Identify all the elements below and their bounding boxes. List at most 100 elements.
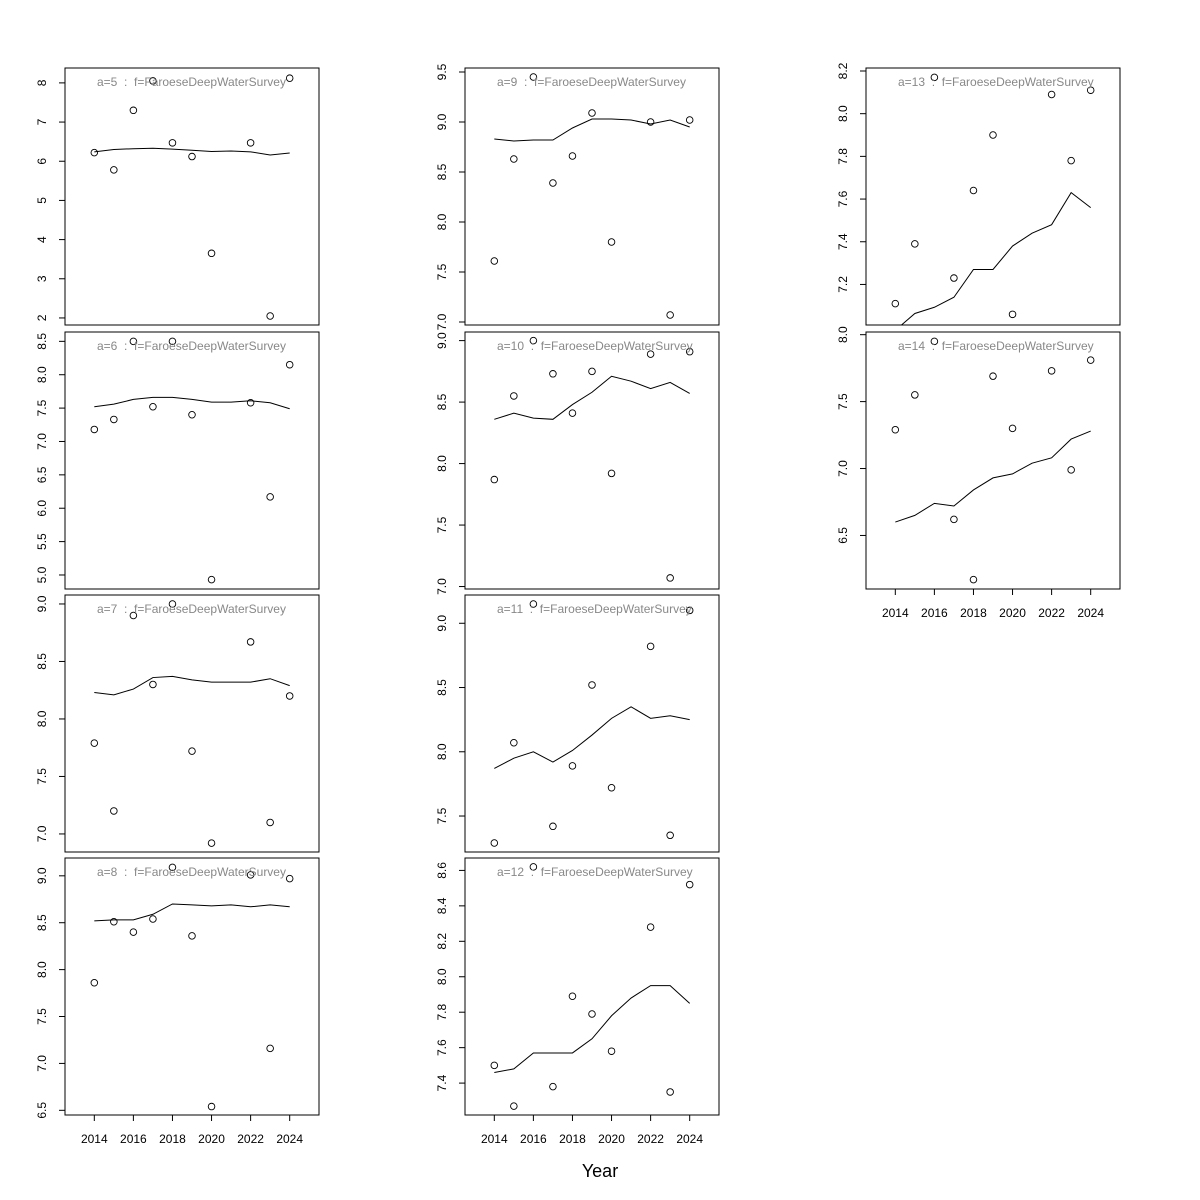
data-point — [1047, 90, 1056, 99]
y-tick-label: 8.0 — [35, 961, 49, 978]
x-tick-label: 2018 — [559, 1132, 586, 1146]
data-point — [685, 880, 694, 889]
data-point — [129, 337, 138, 346]
data-point — [246, 871, 255, 879]
data-point — [266, 818, 274, 827]
data-point — [266, 1044, 274, 1053]
y-tick-label: 7.6 — [836, 190, 850, 207]
x-tick-label: 2024 — [276, 1132, 303, 1146]
y-tick-label: 7.5 — [35, 768, 49, 785]
fit-line — [494, 375, 690, 420]
x-tick-label: 2016 — [520, 1132, 547, 1146]
y-tick-label: 8.5 — [435, 393, 449, 410]
y-tick-label: 8.5 — [35, 653, 49, 670]
panel-title: a=7 : f=FaroeseDeepWaterSurvey — [97, 602, 286, 616]
data-point — [207, 839, 216, 847]
y-tick-label: 8.4 — [435, 897, 449, 914]
data-point — [1047, 367, 1056, 375]
y-tick-label: 9.0 — [435, 615, 449, 632]
x-tick-label: 2014 — [481, 1132, 508, 1146]
panel-title: a=8 : f=FaroeseDeepWaterSurvey — [97, 865, 286, 879]
y-tick-label: 7.0 — [435, 578, 449, 595]
data-point — [90, 978, 99, 987]
y-tick-label: 7.5 — [435, 263, 449, 280]
y-tick-label: 2 — [35, 314, 49, 321]
data-point — [285, 874, 294, 883]
y-tick-label: 8.0 — [435, 455, 449, 472]
y-tick-label: 7.4 — [435, 1074, 449, 1091]
plot-area — [494, 118, 690, 142]
data-point — [588, 109, 596, 117]
x-tick-label: 2018 — [159, 1132, 186, 1146]
data-point — [90, 148, 99, 157]
y-tick-label: 7 — [35, 118, 49, 125]
plot-frame — [865, 331, 1121, 590]
fit-line — [895, 430, 1091, 523]
data-point — [168, 600, 177, 608]
data-point — [969, 575, 978, 584]
fit-line — [494, 985, 691, 1073]
plot-frame — [64, 594, 320, 853]
data-point — [129, 611, 138, 620]
data-point — [510, 392, 518, 400]
y-tick-label: 6.0 — [35, 500, 49, 517]
y-tick-label: 8.2 — [435, 933, 449, 950]
data-point — [149, 680, 157, 689]
panel-title: a=10 : f=FaroeseDeepWaterSurvey — [497, 339, 693, 353]
data-point — [149, 915, 157, 923]
data-point — [950, 515, 958, 524]
data-point — [90, 425, 99, 434]
y-tick-label: 9.0 — [35, 595, 49, 612]
panel-title: a=6 : f=FaroeseDeepWaterSurvey — [97, 339, 286, 353]
y-tick-label: 7.0 — [35, 433, 49, 450]
data-point — [666, 1088, 674, 1096]
data-point — [549, 179, 557, 187]
y-tick-label: 7.5 — [35, 1008, 49, 1025]
y-tick-label: 9.0 — [435, 113, 449, 130]
y-tick-label: 9.0 — [35, 867, 49, 884]
plot-area — [494, 375, 690, 420]
plot-frame — [64, 67, 320, 326]
data-point — [1067, 156, 1075, 165]
data-point — [168, 863, 177, 872]
plot-area — [900, 191, 1091, 325]
plot-area — [494, 985, 691, 1073]
data-point — [129, 106, 138, 115]
data-point — [1067, 466, 1075, 474]
fit-line — [494, 706, 690, 769]
data-point — [588, 681, 596, 689]
y-tick-label: 8.5 — [35, 333, 49, 350]
y-tick-label: 5 — [35, 197, 49, 204]
data-point — [685, 116, 694, 124]
data-point — [510, 739, 518, 747]
plot-area — [494, 706, 690, 769]
data-point — [930, 73, 939, 82]
data-point — [188, 411, 196, 419]
data-point — [666, 311, 674, 319]
data-point — [510, 1102, 518, 1110]
data-point — [646, 350, 655, 358]
data-point — [950, 274, 958, 282]
data-point — [110, 807, 118, 815]
data-point — [207, 249, 216, 258]
y-tick-label: 6 — [35, 158, 49, 165]
data-point — [568, 409, 577, 417]
plot-frame — [865, 67, 1121, 326]
plot-frame — [464, 67, 720, 326]
y-tick-label: 9.0 — [435, 332, 449, 349]
y-tick-label: 8.5 — [435, 679, 449, 696]
x-tick-label: 2020 — [999, 606, 1026, 620]
data-point — [285, 360, 294, 369]
y-tick-label: 7.6 — [435, 1039, 449, 1056]
y-tick-label: 5.5 — [35, 533, 49, 550]
data-point — [568, 152, 577, 160]
fit-line — [94, 675, 290, 696]
data-point — [266, 312, 274, 320]
data-point — [149, 403, 157, 411]
data-point — [911, 240, 919, 248]
data-point — [246, 399, 255, 407]
y-tick-label: 7.0 — [35, 1055, 49, 1072]
panel-title: a=13 : f=FaroeseDeepWaterSurvey — [898, 75, 1094, 89]
data-point — [510, 155, 518, 163]
